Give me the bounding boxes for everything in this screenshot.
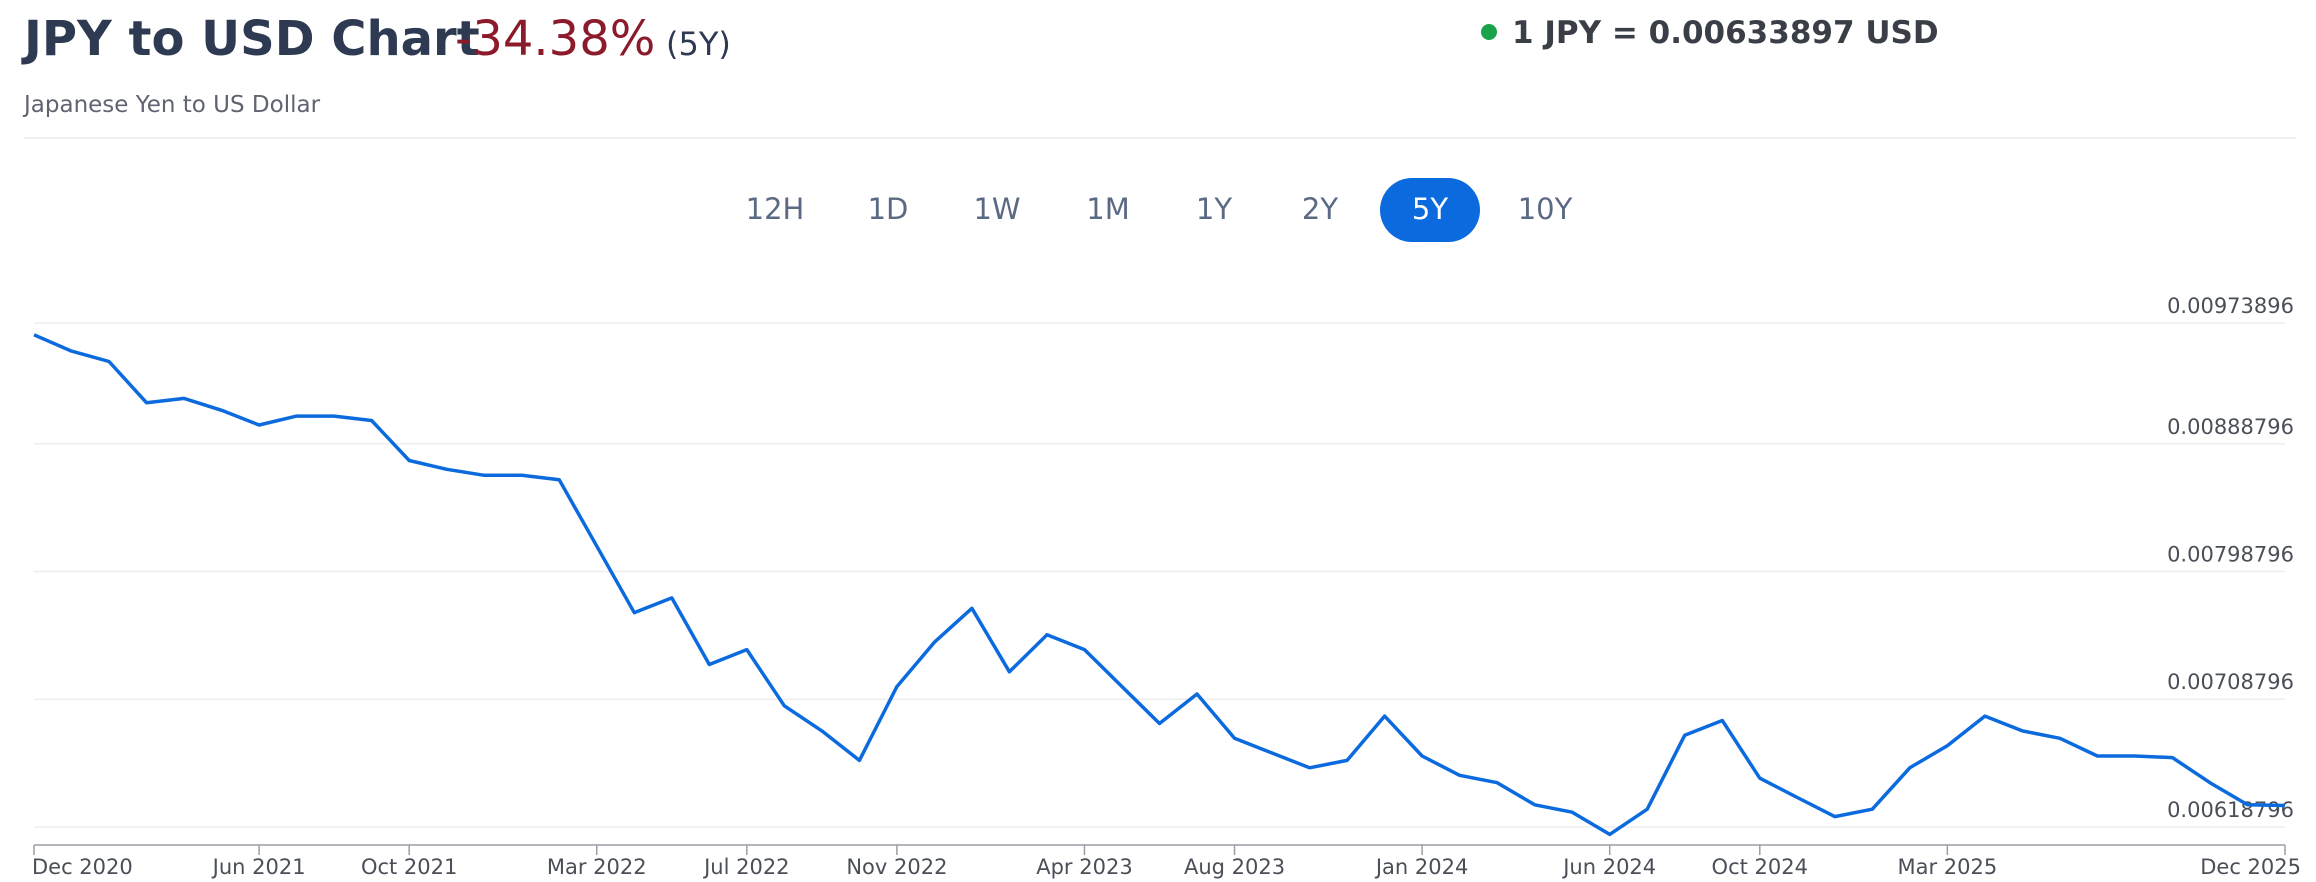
rate-label: 1 JPY = 0.00633897 USD bbox=[1512, 15, 1939, 51]
x-tick-label: Oct 2021 bbox=[361, 855, 457, 879]
range-button[interactable]: 1Y bbox=[1196, 192, 1232, 226]
x-tick-label: Jul 2022 bbox=[702, 855, 789, 879]
x-tick-label: Oct 2024 bbox=[1712, 855, 1808, 879]
x-tick-label: Dec 2020 bbox=[32, 855, 133, 879]
live-dot bbox=[1481, 24, 1497, 40]
range-button-label: 10Y bbox=[1518, 192, 1573, 226]
range-button-label: 12H bbox=[746, 192, 805, 226]
range-button-bg bbox=[1380, 178, 1480, 242]
range-button[interactable]: 1W bbox=[973, 192, 1020, 226]
x-tick-label: Jun 2021 bbox=[211, 855, 306, 879]
range-button-label: 1W bbox=[973, 192, 1020, 226]
y-tick-label: 0.00973896 bbox=[2167, 294, 2294, 318]
x-tick-label: Mar 2022 bbox=[547, 855, 647, 879]
x-tick-label: Dec 2025 bbox=[2200, 855, 2301, 879]
range-button-label: 1D bbox=[868, 192, 909, 226]
range-button-label: 1Y bbox=[1196, 192, 1232, 226]
x-tick-label: Apr 2023 bbox=[1036, 855, 1132, 879]
price-line bbox=[33, 333, 2286, 837]
subtitle: Japanese Yen to US Dollar bbox=[22, 92, 321, 118]
range-selector: 12H 1D 1W 1M 1Y 2Y 5Y 10Y bbox=[746, 178, 1573, 242]
range-button-label: 5Y bbox=[1412, 192, 1448, 226]
range-button[interactable]: 10Y bbox=[1518, 192, 1573, 226]
y-tick-label: 0.00708796 bbox=[2167, 670, 2294, 694]
page-title: JPY to USD Chart bbox=[21, 11, 480, 67]
x-tick-label: Mar 2025 bbox=[1897, 855, 1997, 879]
x-tick-label: Aug 2023 bbox=[1184, 855, 1285, 879]
range-button[interactable]: 1M bbox=[1086, 192, 1129, 226]
y-tick-label: 0.00798796 bbox=[2167, 543, 2294, 567]
y-tick-label: 0.00888796 bbox=[2167, 415, 2294, 439]
range-button-label: 2Y bbox=[1302, 192, 1338, 226]
change-percent: -34.38% bbox=[455, 11, 655, 67]
period-label: (5Y) bbox=[666, 25, 731, 63]
range-button[interactable]: 12H bbox=[746, 192, 805, 226]
plot: 0.00618796 0.00708796 0.00798796 0.00888796… bbox=[32, 294, 2301, 879]
x-tick-label: Jan 2024 bbox=[1374, 855, 1469, 879]
x-tick-label: Jun 2024 bbox=[1561, 855, 1656, 879]
range-button[interactable]: 5Y bbox=[1380, 178, 1480, 242]
range-button[interactable]: 2Y bbox=[1302, 192, 1338, 226]
range-button-label: 1M bbox=[1086, 192, 1129, 226]
y-tick-label: 0.00618796 bbox=[2167, 798, 2294, 822]
range-button[interactable]: 1D bbox=[868, 192, 909, 226]
x-tick-label: Nov 2022 bbox=[846, 855, 947, 879]
